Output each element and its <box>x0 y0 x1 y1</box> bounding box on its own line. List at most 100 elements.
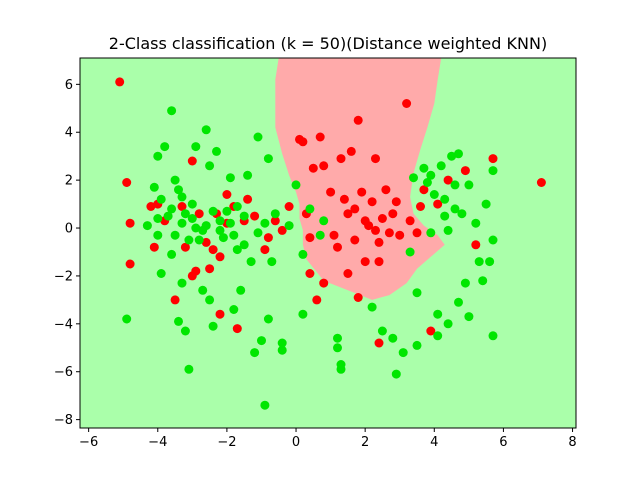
class0-point <box>388 333 398 343</box>
class0-point <box>277 345 287 355</box>
class0-point <box>167 204 177 214</box>
class1-point <box>371 154 380 164</box>
class0-point <box>243 170 253 180</box>
class1-point <box>350 204 360 214</box>
class0-point <box>367 302 377 312</box>
class0-point <box>433 309 443 319</box>
class1-point <box>250 211 260 221</box>
class0-point <box>440 194 450 204</box>
class0-point <box>215 216 225 226</box>
class0-point <box>464 180 474 190</box>
class1-point <box>215 309 225 319</box>
class1-point <box>443 175 453 185</box>
class0-point <box>454 149 463 159</box>
class0-point <box>222 206 232 216</box>
class0-point <box>260 400 270 410</box>
class0-point <box>391 369 401 379</box>
class1-point <box>333 242 342 252</box>
class0-point <box>253 132 263 142</box>
class1-point <box>360 257 370 267</box>
y-tick-label: 6 <box>65 78 73 93</box>
class1-point <box>308 163 318 173</box>
class1-point <box>384 228 394 238</box>
class1-point <box>180 242 190 252</box>
class1-point <box>353 293 363 302</box>
class0-point <box>232 245 242 255</box>
class0-point <box>464 312 474 322</box>
class0-point <box>277 338 287 348</box>
class0-point <box>450 180 460 190</box>
class0-point <box>426 170 436 180</box>
class1-point <box>433 199 443 209</box>
class1-point <box>146 202 156 211</box>
class0-point <box>257 336 266 346</box>
class0-point <box>485 257 495 267</box>
class0-point <box>177 218 187 228</box>
class0-point <box>267 257 277 267</box>
class1-point <box>343 269 353 278</box>
class0-point <box>315 230 325 240</box>
class0-point <box>443 319 453 329</box>
x-axis-ticks: −6 −4 −2 0 2 4 6 8 <box>79 428 577 450</box>
class0-point <box>436 161 446 171</box>
y-tick-label: 0 <box>65 222 73 237</box>
class0-point <box>205 295 215 305</box>
class0-point <box>478 276 488 286</box>
class0-point <box>229 230 239 240</box>
class0-point <box>454 297 463 307</box>
class1-point <box>298 137 308 147</box>
class0-point <box>336 364 346 374</box>
y-tick-label: 2 <box>65 174 73 189</box>
class1-point <box>419 185 429 195</box>
plot-frame <box>79 57 577 429</box>
class1-point <box>312 295 322 305</box>
class0-point <box>191 142 201 152</box>
y-tick-label: 4 <box>65 126 73 141</box>
class0-point <box>440 211 450 221</box>
class1-point <box>426 326 436 336</box>
class1-point <box>191 266 201 276</box>
class0-point <box>170 175 180 185</box>
class0-point <box>177 192 187 202</box>
class0-point <box>225 218 235 228</box>
class1-point <box>149 242 159 252</box>
class1-point <box>125 218 135 228</box>
class0-point <box>198 285 208 295</box>
class1-point <box>371 225 380 235</box>
class0-point <box>298 309 308 319</box>
class1-point <box>315 132 325 142</box>
class0-point <box>208 321 218 331</box>
class1-point <box>388 209 398 219</box>
class0-point <box>284 221 294 231</box>
class1-point <box>319 161 329 171</box>
class1-point <box>260 245 270 255</box>
class1-point <box>187 156 197 166</box>
x-tick-label: −4 <box>148 435 167 450</box>
class0-point <box>405 247 415 257</box>
class1-point <box>326 187 336 197</box>
class0-point <box>187 199 197 209</box>
class1-point <box>377 214 387 223</box>
class0-point <box>433 331 443 341</box>
class0-point <box>429 190 439 199</box>
class0-point <box>180 209 190 219</box>
class0-point <box>174 316 183 326</box>
class1-point <box>284 202 294 211</box>
class0-point <box>149 182 159 192</box>
class1-point <box>391 197 401 207</box>
class1-point <box>194 209 204 219</box>
class0-point <box>156 194 166 204</box>
class0-point <box>239 240 249 250</box>
class0-point <box>153 151 163 161</box>
class1-point <box>336 154 346 164</box>
class1-point <box>374 237 384 247</box>
class0-point <box>191 223 201 233</box>
class1-point <box>115 77 125 87</box>
class1-point <box>381 185 391 195</box>
class0-point <box>422 178 432 187</box>
class0-point <box>270 209 280 219</box>
x-tick-label: 0 <box>292 435 300 450</box>
class0-point <box>481 199 491 209</box>
class0-point <box>142 221 152 231</box>
